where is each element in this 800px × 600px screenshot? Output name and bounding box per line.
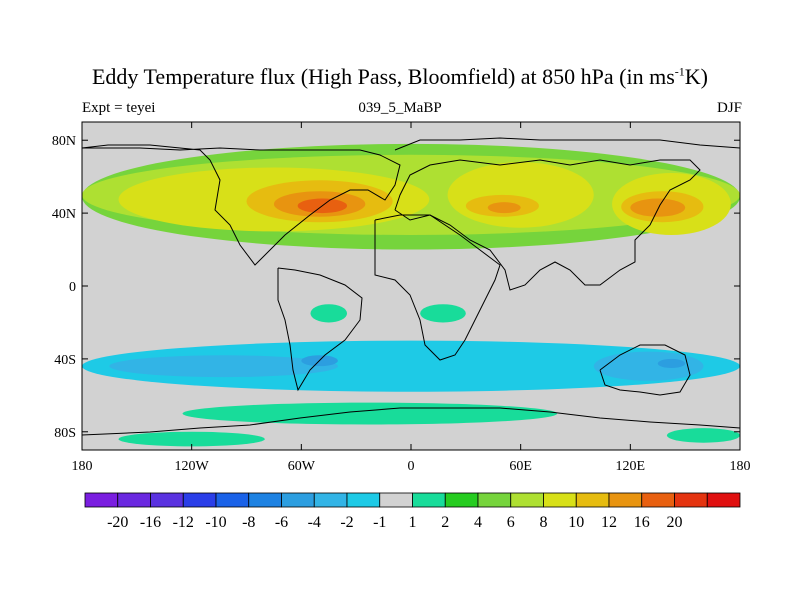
- colorbar-swatch-2: [150, 492, 184, 508]
- field-contour-18: [420, 304, 466, 323]
- colorbar-label: -6: [275, 514, 288, 531]
- colorbar-swatch-14: [543, 492, 577, 508]
- y-tick-label: 40S: [54, 353, 76, 368]
- colorbar-label: 10: [568, 514, 584, 531]
- colorbar-swatch-11: [444, 492, 479, 508]
- coastline-australia: [599, 344, 691, 396]
- colorbar-label: 2: [441, 514, 449, 531]
- x-tick-label: 0: [408, 459, 415, 474]
- colorbar-swatch-7: [313, 492, 348, 508]
- field-contour-10: [630, 198, 686, 217]
- colorbar-swatch-0: [84, 492, 119, 508]
- y-tick-label: 80S: [54, 426, 76, 441]
- season-label: DJF: [716, 100, 742, 116]
- field-contour-14: [593, 351, 704, 381]
- plot-title-tail: K): [684, 64, 708, 89]
- colorbar-label: 4: [474, 514, 482, 531]
- colorbar: -20 -16 -12 -10 -8 -6 -4 -2 -1 1 2 4 6 8 10 12 16 20: [84, 492, 741, 531]
- y-tick-label: 80N: [52, 134, 76, 149]
- colorbar-swatch-6: [281, 492, 315, 508]
- colorbar-label: -12: [173, 514, 194, 531]
- coastline-antarctica: [82, 407, 740, 436]
- coastline-south-america: [277, 267, 363, 392]
- plot-title-superscript: -1: [674, 64, 685, 79]
- coastline-north-america: [82, 144, 401, 266]
- colorbar-swatch-12: [477, 492, 512, 508]
- colorbar-swatch-17: [641, 492, 675, 508]
- y-tick-label: 40N: [52, 207, 76, 222]
- axes: 180 120W 60W 0 60E 120E 180 80N 40N 0 40S 80S: [52, 122, 751, 474]
- coastline: [82, 137, 740, 436]
- x-tick-label: 180: [730, 459, 751, 474]
- colorbar-swatch-1: [117, 492, 151, 508]
- colorbar-swatch-4: [215, 492, 250, 508]
- x-tick-label: 180: [72, 459, 93, 474]
- colorbar-label: -20: [107, 514, 128, 531]
- colorbar-label: -4: [308, 514, 321, 531]
- plot-title-text: Eddy Temperature flux (High Pass, Bloomf…: [91, 64, 675, 89]
- colorbar-swatch-10: [412, 492, 446, 508]
- coastline-eurasia: [394, 137, 740, 291]
- field-layer: [82, 122, 740, 450]
- run-label: 039_5_MaBP: [358, 100, 442, 116]
- colorbar-swatch-16: [608, 492, 643, 508]
- colorbar-swatch-19: [706, 492, 741, 508]
- colorbar-label: -2: [340, 514, 353, 531]
- colorbar-swatch-18: [674, 492, 708, 508]
- coastline-africa: [374, 214, 501, 361]
- colorbar-label: -16: [140, 514, 161, 531]
- colorbar-swatch-3: [182, 492, 217, 508]
- colorbar-label: -10: [205, 514, 226, 531]
- field-contour-13: [109, 355, 338, 378]
- colorbar-label: 6: [507, 514, 515, 531]
- colorbar-label: 1: [409, 514, 417, 531]
- field-contour-19: [182, 402, 558, 425]
- x-tick-label: 60W: [288, 459, 316, 474]
- colorbar-swatch-15: [575, 492, 610, 508]
- colorbar-swatch-8: [346, 492, 381, 508]
- field-contour-17: [310, 304, 348, 323]
- colorbar-swatch-13: [510, 492, 544, 508]
- y-tick-label: 0: [69, 280, 76, 295]
- experiment-label: Expt = teyei: [82, 100, 156, 116]
- field-contour-3: [447, 162, 594, 228]
- colorbar-label: -8: [242, 514, 255, 531]
- x-tick-label: 120E: [616, 459, 646, 474]
- colorbar-label: 12: [601, 514, 617, 531]
- field-contour-20: [118, 431, 265, 447]
- colorbar-label: 20: [667, 514, 683, 531]
- field-contour-12: [82, 340, 740, 392]
- field-contour-9: [487, 202, 521, 214]
- colorbar-swatch-5: [248, 492, 282, 508]
- colorbar-label: 8: [540, 514, 548, 531]
- colorbar-label: 16: [634, 514, 650, 531]
- colorbar-swatch-9: [379, 492, 413, 508]
- plot-title: Eddy Temperature flux (High Pass, Bloomf…: [0, 64, 800, 90]
- colorbar-label: -1: [373, 514, 386, 531]
- field-contour-16: [657, 358, 686, 369]
- x-tick-label: 120W: [175, 459, 210, 474]
- field-contour-21: [666, 428, 740, 443]
- x-tick-label: 60E: [509, 459, 532, 474]
